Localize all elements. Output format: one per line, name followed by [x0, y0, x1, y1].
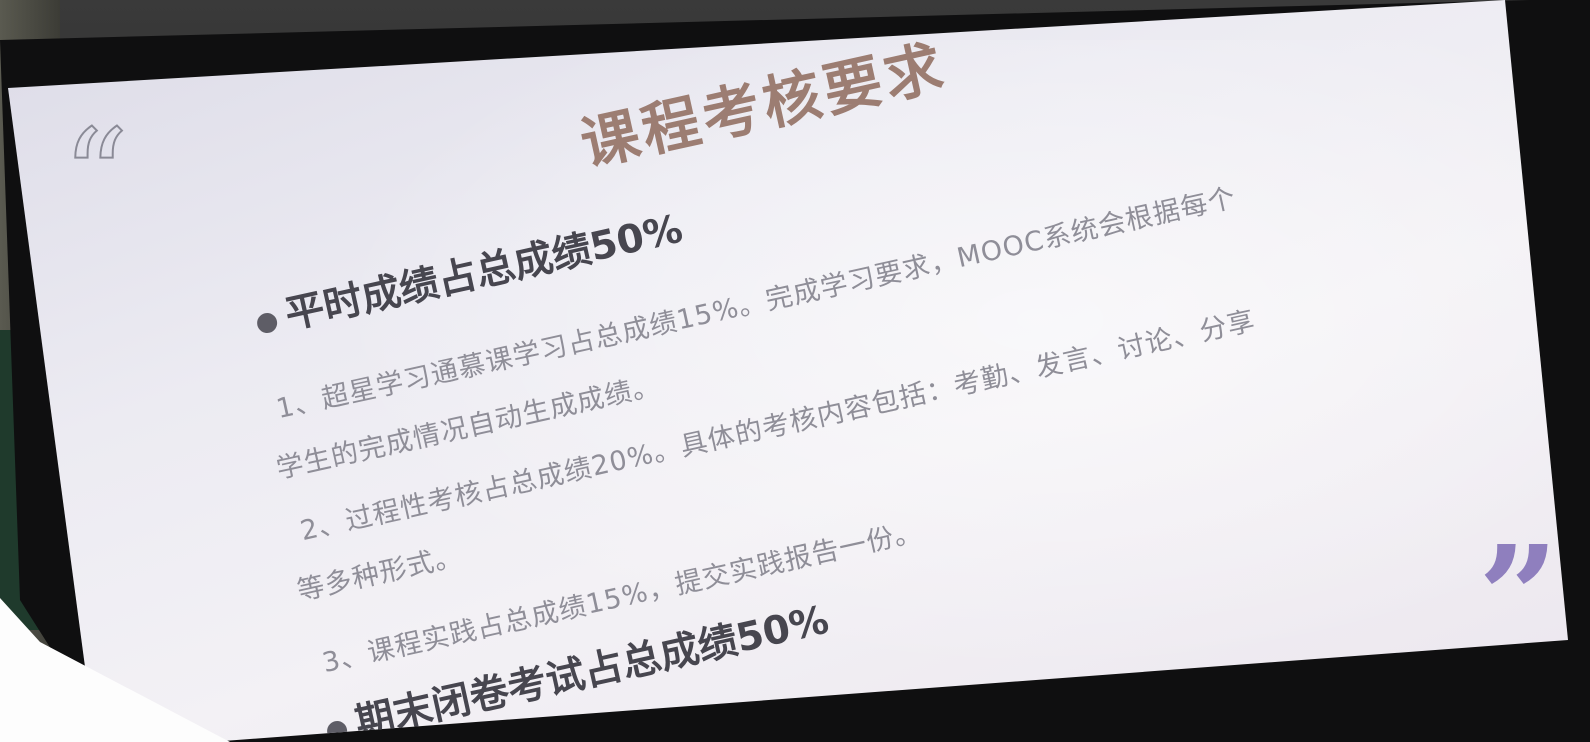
bullet-dot-icon: [255, 310, 279, 335]
open-quote-outline-icon: “: [61, 101, 129, 253]
projector-glare: [200, 40, 1568, 740]
